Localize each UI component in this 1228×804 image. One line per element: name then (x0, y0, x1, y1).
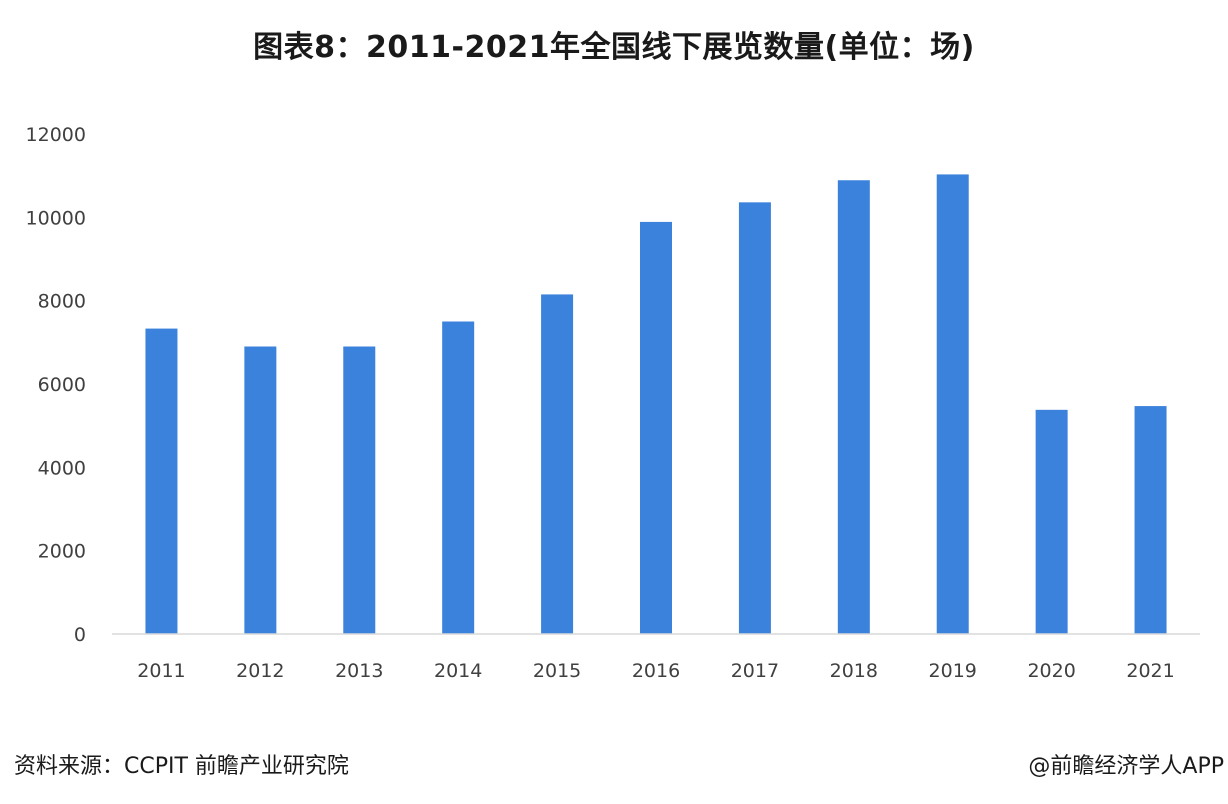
x-tick-label: 2018 (830, 660, 878, 682)
bar-2021 (1134, 406, 1167, 634)
bar-2019 (936, 174, 969, 634)
bar-2020 (1035, 409, 1068, 634)
x-tick-label: 2012 (236, 660, 284, 682)
y-tick-label: 4000 (38, 457, 86, 479)
bar-2013 (343, 346, 376, 634)
y-axis-ticks: 0 2000 4000 6000 8000 10000 12000 (26, 124, 86, 646)
x-tick-label: 2016 (632, 660, 680, 682)
bar-2017 (738, 202, 771, 635)
y-tick-label: 12000 (26, 124, 86, 146)
bars (145, 174, 1167, 635)
x-tick-label: 2014 (434, 660, 482, 682)
bar-2016 (640, 221, 672, 634)
bar-2011 (145, 328, 178, 634)
x-axis-ticks: 2011 2012 2013 2014 2015 2016 2017 2018 2019 2020… (137, 660, 1174, 682)
y-tick-label: 0 (74, 624, 86, 646)
y-tick-label: 2000 (38, 541, 86, 563)
y-tick-label: 8000 (38, 291, 86, 313)
credit-note: @前瞻经济学人APP (1028, 754, 1224, 779)
x-tick-label: 2015 (533, 660, 581, 682)
y-tick-label: 10000 (26, 207, 86, 229)
chart-title: 图表8：2011-2021年全国线下展览数量(单位：场) (253, 30, 975, 65)
source-note: 资料来源：CCPIT 前瞻产业研究院 (14, 754, 349, 779)
x-tick-label: 2011 (137, 660, 185, 682)
bar-2015 (541, 294, 574, 634)
x-tick-label: 2020 (1027, 660, 1075, 682)
bar-2012 (244, 346, 277, 634)
x-tick-label: 2013 (335, 660, 383, 682)
x-tick-label: 2019 (929, 660, 977, 682)
x-tick-label: 2021 (1126, 660, 1174, 682)
bar-2018 (837, 180, 870, 634)
y-tick-label: 6000 (38, 374, 86, 396)
bar-chart: 0 2000 4000 6000 8000 10000 12000 2011 2012 2013… (26, 124, 1200, 682)
bar-2014 (442, 321, 475, 634)
x-tick-label: 2017 (731, 660, 779, 682)
